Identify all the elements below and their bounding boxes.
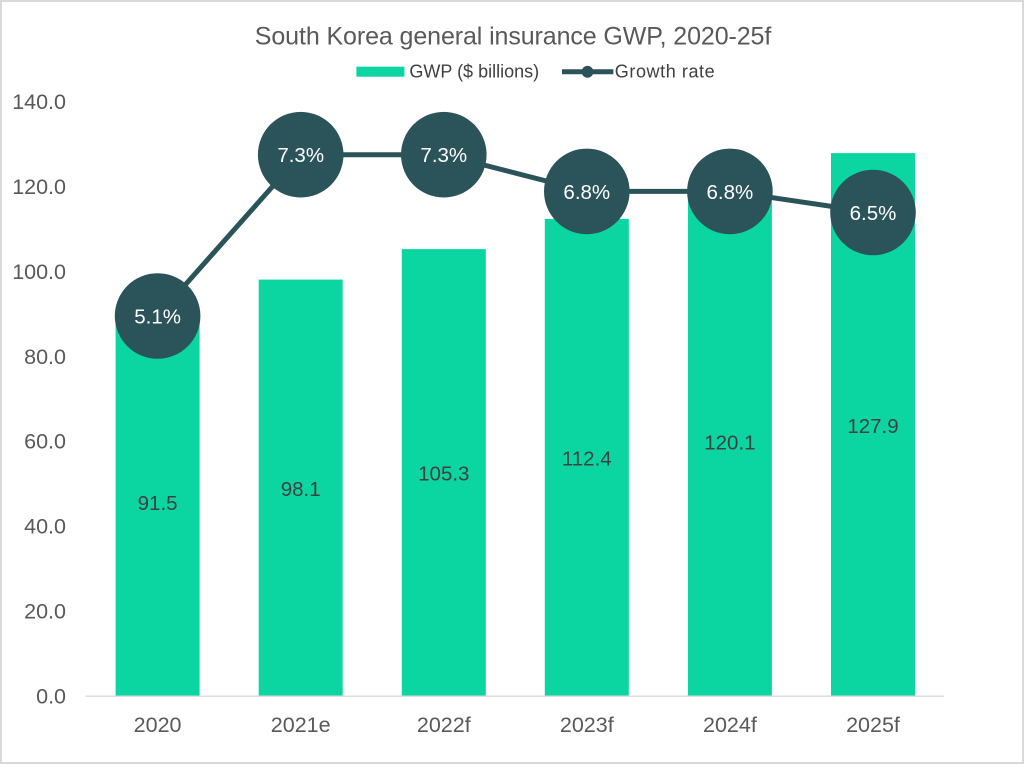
svg-text:0.0: 0.0 xyxy=(36,684,66,708)
svg-text:5.1%: 5.1% xyxy=(134,306,181,329)
svg-text:100.0: 100.0 xyxy=(12,260,66,284)
svg-text:South Korea general insurance: South Korea general insurance GWP, 2020-… xyxy=(255,23,772,51)
svg-text:2024f: 2024f xyxy=(703,713,757,737)
svg-text:105.3: 105.3 xyxy=(418,463,469,486)
svg-text:6.5%: 6.5% xyxy=(850,202,897,225)
svg-text:7.3%: 7.3% xyxy=(277,144,324,167)
svg-text:6.8%: 6.8% xyxy=(707,181,754,204)
svg-text:6.8%: 6.8% xyxy=(563,181,610,204)
svg-text:140.0: 140.0 xyxy=(12,90,66,114)
svg-text:Growth rate: Growth rate xyxy=(615,61,715,81)
svg-text:120.0: 120.0 xyxy=(12,175,66,199)
svg-text:2023f: 2023f xyxy=(560,713,614,737)
svg-text:127.9: 127.9 xyxy=(847,415,898,438)
svg-text:40.0: 40.0 xyxy=(24,515,66,539)
svg-text:91.5: 91.5 xyxy=(138,492,178,515)
svg-text:7.3%: 7.3% xyxy=(420,144,467,167)
svg-text:2025f: 2025f xyxy=(846,713,900,737)
svg-text:80.0: 80.0 xyxy=(24,345,66,369)
svg-text:120.1: 120.1 xyxy=(704,431,755,454)
svg-text:GWP ($ billions): GWP ($ billions) xyxy=(409,61,539,81)
svg-text:2020: 2020 xyxy=(134,713,182,737)
svg-text:112.4: 112.4 xyxy=(562,448,612,471)
svg-text:60.0: 60.0 xyxy=(24,430,66,454)
svg-text:2021e: 2021e xyxy=(271,713,331,737)
svg-text:98.1: 98.1 xyxy=(281,478,321,501)
svg-text:2022f: 2022f xyxy=(417,713,471,737)
svg-text:20.0: 20.0 xyxy=(24,600,66,624)
